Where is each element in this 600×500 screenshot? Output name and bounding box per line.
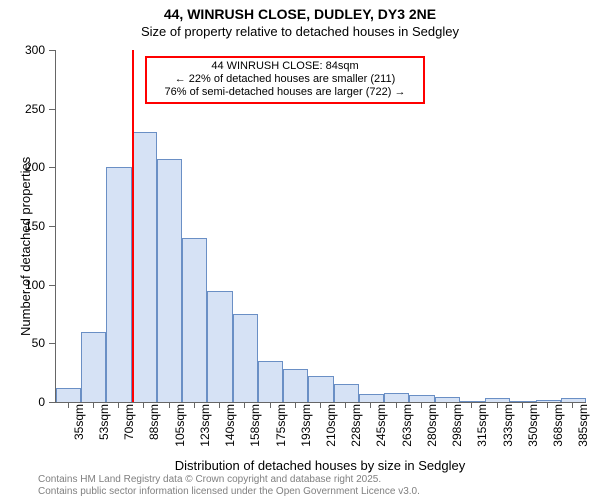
y-tick-label: 50 <box>0 336 45 350</box>
x-tick-label: 228sqm <box>349 404 363 454</box>
chart-container: { "title": { "main": "44, WINRUSH CLOSE,… <box>0 0 600 500</box>
x-tick-mark <box>118 402 119 408</box>
x-tick-mark <box>572 402 573 408</box>
y-tick-mark <box>49 343 55 344</box>
histogram-bar <box>157 159 182 402</box>
y-tick-mark <box>49 167 55 168</box>
x-tick-mark <box>143 402 144 408</box>
x-tick-label: 385sqm <box>576 404 590 454</box>
x-tick-mark <box>471 402 472 408</box>
x-tick-mark <box>446 402 447 408</box>
x-tick-mark <box>497 402 498 408</box>
x-tick-label: 245sqm <box>374 404 388 454</box>
x-tick-label: 263sqm <box>400 404 414 454</box>
x-tick-label: 333sqm <box>501 404 515 454</box>
histogram-bar <box>384 393 409 402</box>
annotation-line: 76% of semi-detached houses are larger (… <box>151 86 419 99</box>
x-tick-mark <box>219 402 220 408</box>
x-tick-mark <box>421 402 422 408</box>
annotation-line: 44 WINRUSH CLOSE: 84sqm <box>151 60 419 73</box>
x-tick-mark <box>244 402 245 408</box>
histogram-bar <box>258 361 283 402</box>
y-tick-mark <box>49 226 55 227</box>
histogram-bar <box>334 384 359 402</box>
histogram-bar <box>409 395 434 402</box>
x-tick-mark <box>522 402 523 408</box>
histogram-bar <box>56 388 81 402</box>
x-tick-mark <box>320 402 321 408</box>
x-tick-mark <box>396 402 397 408</box>
x-tick-mark <box>194 402 195 408</box>
y-tick-label: 200 <box>0 160 45 174</box>
chart-title-main: 44, WINRUSH CLOSE, DUDLEY, DY3 2NE <box>0 6 600 22</box>
y-tick-mark <box>49 109 55 110</box>
x-tick-mark <box>370 402 371 408</box>
x-tick-label: 105sqm <box>173 404 187 454</box>
x-tick-label: 158sqm <box>248 404 262 454</box>
x-tick-label: 140sqm <box>223 404 237 454</box>
x-tick-label: 53sqm <box>97 404 111 454</box>
property-size-marker <box>132 50 134 402</box>
x-tick-mark <box>68 402 69 408</box>
y-tick-label: 250 <box>0 102 45 116</box>
y-tick-mark <box>49 50 55 51</box>
y-tick-label: 300 <box>0 43 45 57</box>
histogram-bar <box>106 167 131 402</box>
x-tick-label: 210sqm <box>324 404 338 454</box>
histogram-bar <box>510 401 535 402</box>
x-tick-label: 193sqm <box>299 404 313 454</box>
x-tick-label: 368sqm <box>551 404 565 454</box>
x-tick-label: 315sqm <box>475 404 489 454</box>
histogram-bar <box>308 376 333 402</box>
x-tick-label: 298sqm <box>450 404 464 454</box>
y-tick-label: 100 <box>0 278 45 292</box>
histogram-bar <box>182 238 207 402</box>
x-tick-mark <box>295 402 296 408</box>
x-tick-mark <box>169 402 170 408</box>
histogram-bar <box>81 332 106 402</box>
annotation-box: 44 WINRUSH CLOSE: 84sqm← 22% of detached… <box>145 56 425 104</box>
x-axis-title: Distribution of detached houses by size … <box>55 458 585 473</box>
footer-line-2: Contains public sector information licen… <box>38 486 420 497</box>
x-tick-mark <box>547 402 548 408</box>
x-tick-mark <box>345 402 346 408</box>
x-tick-label: 35sqm <box>72 404 86 454</box>
x-tick-label: 350sqm <box>526 404 540 454</box>
histogram-bar <box>283 369 308 402</box>
x-tick-label: 280sqm <box>425 404 439 454</box>
y-tick-label: 0 <box>0 395 45 409</box>
y-tick-mark <box>49 285 55 286</box>
y-axis-title: Number of detached properties <box>18 157 33 336</box>
x-tick-label: 70sqm <box>122 404 136 454</box>
y-tick-label: 150 <box>0 219 45 233</box>
histogram-bar <box>359 394 384 402</box>
annotation-line: ← 22% of detached houses are smaller (21… <box>151 73 419 86</box>
footer-line-1: Contains HM Land Registry data © Crown c… <box>38 474 381 485</box>
x-tick-mark <box>93 402 94 408</box>
y-tick-mark <box>49 402 55 403</box>
histogram-bar <box>207 291 232 402</box>
histogram-bar <box>233 314 258 402</box>
histogram-bar <box>132 132 157 402</box>
chart-title-sub: Size of property relative to detached ho… <box>0 24 600 39</box>
histogram-bar <box>485 398 510 402</box>
x-tick-mark <box>270 402 271 408</box>
x-tick-label: 88sqm <box>147 404 161 454</box>
x-tick-label: 175sqm <box>274 404 288 454</box>
x-tick-label: 123sqm <box>198 404 212 454</box>
